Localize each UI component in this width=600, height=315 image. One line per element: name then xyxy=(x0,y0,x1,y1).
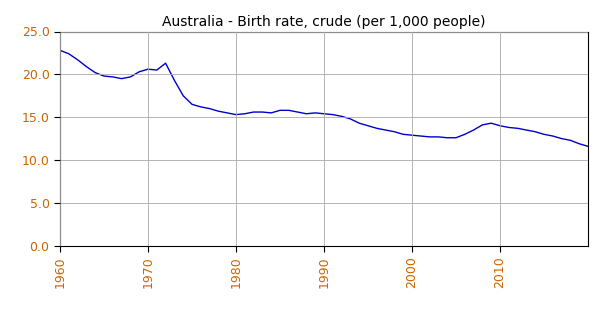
Title: Australia - Birth rate, crude (per 1,000 people): Australia - Birth rate, crude (per 1,000… xyxy=(162,15,486,29)
